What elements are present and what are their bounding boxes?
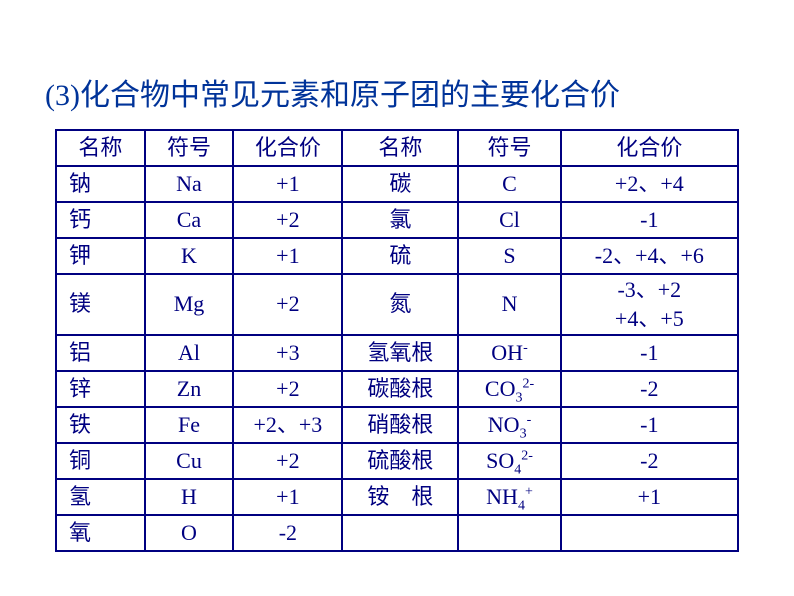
cell-valence2: +1 xyxy=(561,479,738,515)
table-body: 钠Na+1碳C+2、+4钙Ca+2氯Cl-1钾K+1硫S-2、+4、+6镁Mg+… xyxy=(56,166,738,551)
cell-symbol1: Fe xyxy=(145,407,234,443)
cell-symbol1: Zn xyxy=(145,371,234,407)
table-row: 铁Fe+2、+3硝酸根NO3--1 xyxy=(56,407,738,443)
cell-symbol2: NH4+ xyxy=(458,479,560,515)
cell-name1: 锌 xyxy=(56,371,145,407)
cell-valence2: -2 xyxy=(561,371,738,407)
cell-symbol2: SO42- xyxy=(458,443,560,479)
cell-valence1: +2 xyxy=(233,274,342,335)
cell-valence1: +2 xyxy=(233,443,342,479)
cell-symbol1: H xyxy=(145,479,234,515)
cell-name1: 钙 xyxy=(56,202,145,238)
cell-name1: 钠 xyxy=(56,166,145,202)
valence-table-container: 名称 符号 化合价 名称 符号 化合价 钠Na+1碳C+2、+4钙Ca+2氯Cl… xyxy=(0,129,794,552)
page-title: (3)化合物中常见元素和原子团的主要化合价 xyxy=(0,0,794,129)
cell-valence1: +2 xyxy=(233,371,342,407)
cell-name1: 镁 xyxy=(56,274,145,335)
header-symbol1: 符号 xyxy=(145,130,234,166)
cell-valence1: +2、+3 xyxy=(233,407,342,443)
cell-valence1: +1 xyxy=(233,166,342,202)
cell-name2 xyxy=(342,515,458,551)
cell-name1: 氧 xyxy=(56,515,145,551)
cell-valence1: +1 xyxy=(233,238,342,274)
cell-symbol2: S xyxy=(458,238,560,274)
table-row: 氧O-2 xyxy=(56,515,738,551)
cell-valence2: -2、+4、+6 xyxy=(561,238,738,274)
cell-valence2: -1 xyxy=(561,202,738,238)
cell-name2: 碳酸根 xyxy=(342,371,458,407)
cell-valence1: +3 xyxy=(233,335,342,371)
cell-valence1: -2 xyxy=(233,515,342,551)
cell-valence2: -1 xyxy=(561,335,738,371)
cell-name2: 氯 xyxy=(342,202,458,238)
header-name1: 名称 xyxy=(56,130,145,166)
cell-name2: 碳 xyxy=(342,166,458,202)
cell-symbol2: N xyxy=(458,274,560,335)
cell-symbol1: Al xyxy=(145,335,234,371)
table-row: 铝Al+3氢氧根OH--1 xyxy=(56,335,738,371)
cell-name2: 氮 xyxy=(342,274,458,335)
cell-valence2: +2、+4 xyxy=(561,166,738,202)
cell-symbol1: K xyxy=(145,238,234,274)
table-row: 锌Zn+2碳酸根CO32--2 xyxy=(56,371,738,407)
table-header-row: 名称 符号 化合价 名称 符号 化合价 xyxy=(56,130,738,166)
cell-valence1: +2 xyxy=(233,202,342,238)
header-valence2: 化合价 xyxy=(561,130,738,166)
cell-symbol1: O xyxy=(145,515,234,551)
cell-name2: 氢氧根 xyxy=(342,335,458,371)
cell-symbol2 xyxy=(458,515,560,551)
cell-valence2 xyxy=(561,515,738,551)
cell-name2: 硫酸根 xyxy=(342,443,458,479)
cell-name1: 铁 xyxy=(56,407,145,443)
cell-name2: 铵 根 xyxy=(342,479,458,515)
cell-name2: 硫 xyxy=(342,238,458,274)
table-row: 镁Mg+2氮N-3、+2+4、+5 xyxy=(56,274,738,335)
cell-valence2: -3、+2+4、+5 xyxy=(561,274,738,335)
cell-symbol2: CO32- xyxy=(458,371,560,407)
header-name2: 名称 xyxy=(342,130,458,166)
cell-symbol1: Cu xyxy=(145,443,234,479)
cell-name1: 钾 xyxy=(56,238,145,274)
table-row: 钠Na+1碳C+2、+4 xyxy=(56,166,738,202)
table-row: 铜Cu+2硫酸根SO42--2 xyxy=(56,443,738,479)
table-row: 氢H+1铵 根NH4++1 xyxy=(56,479,738,515)
cell-valence2: -2 xyxy=(561,443,738,479)
cell-name1: 铝 xyxy=(56,335,145,371)
cell-name1: 氢 xyxy=(56,479,145,515)
cell-symbol2: OH- xyxy=(458,335,560,371)
cell-name2: 硝酸根 xyxy=(342,407,458,443)
cell-symbol1: Mg xyxy=(145,274,234,335)
table-row: 钾K+1硫S-2、+4、+6 xyxy=(56,238,738,274)
table-row: 钙Ca+2氯Cl-1 xyxy=(56,202,738,238)
cell-symbol1: Ca xyxy=(145,202,234,238)
header-symbol2: 符号 xyxy=(458,130,560,166)
cell-valence2: -1 xyxy=(561,407,738,443)
cell-symbol2: NO3- xyxy=(458,407,560,443)
cell-symbol2: C xyxy=(458,166,560,202)
valence-table: 名称 符号 化合价 名称 符号 化合价 钠Na+1碳C+2、+4钙Ca+2氯Cl… xyxy=(55,129,739,552)
header-valence1: 化合价 xyxy=(233,130,342,166)
cell-name1: 铜 xyxy=(56,443,145,479)
cell-symbol1: Na xyxy=(145,166,234,202)
cell-valence1: +1 xyxy=(233,479,342,515)
cell-symbol2: Cl xyxy=(458,202,560,238)
